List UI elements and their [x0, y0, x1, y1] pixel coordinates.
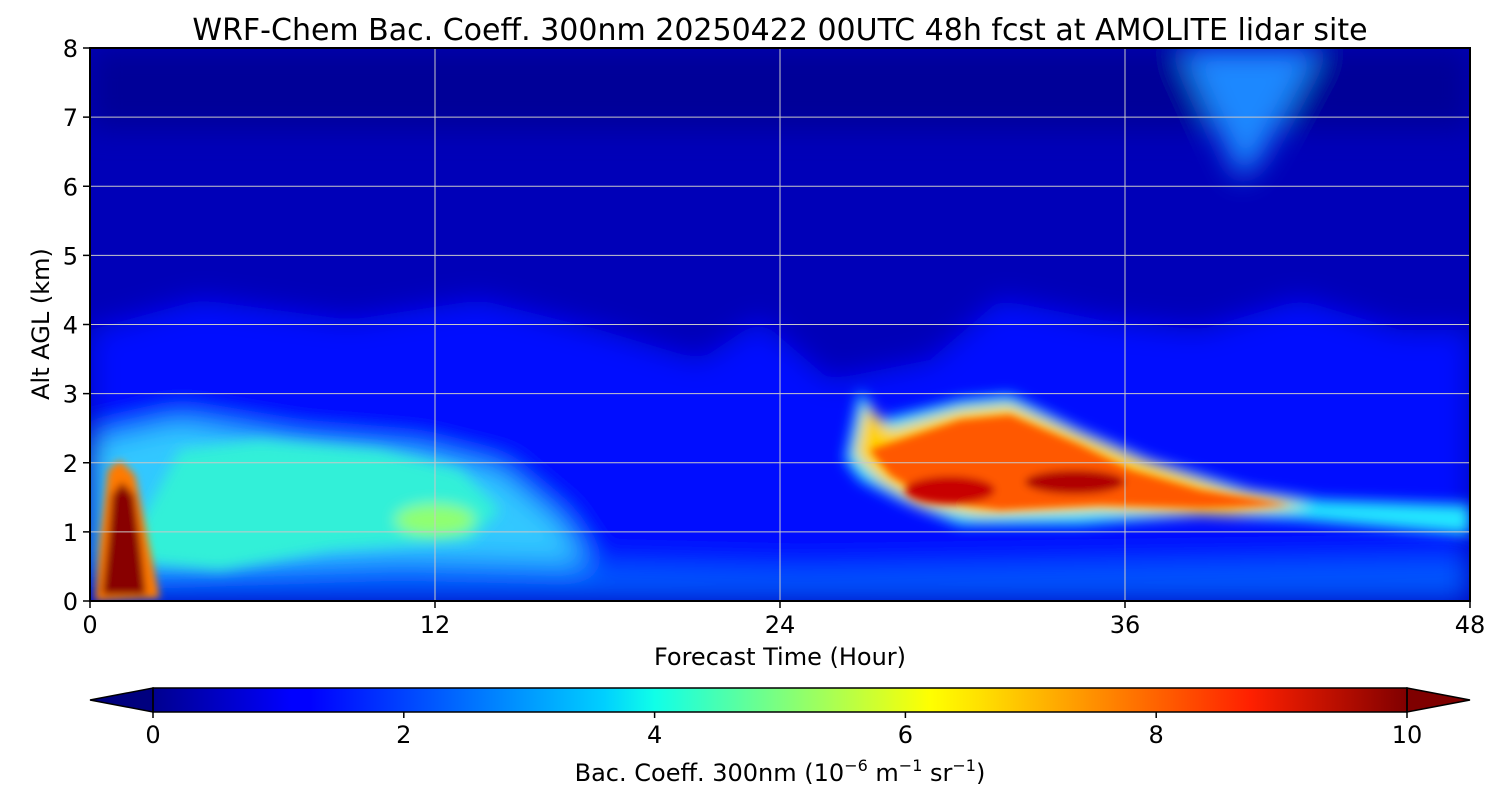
colorbar-tick-label: 4 — [647, 721, 662, 749]
surface-plume-core — [102, 482, 146, 595]
y-tick-label: 0 — [63, 588, 78, 616]
event-core-1 — [905, 476, 995, 504]
x-tick-label: 0 — [82, 611, 97, 639]
colorbar-extend-high — [1406, 687, 1471, 713]
chart-title: WRF-Chem Bac. Coeff. 300nm 20250422 00UT… — [192, 13, 1367, 48]
colorbar-extend-low — [89, 687, 154, 713]
grid — [90, 48, 1470, 601]
x-tick-label: 48 — [1455, 611, 1486, 639]
colorbar-tick-label: 10 — [1392, 721, 1423, 749]
y-tick-label: 3 — [63, 381, 78, 409]
x-axis-label: Forecast Time (Hour) — [654, 643, 906, 671]
colorbar: 0 2 4 6 8 10 Bac. Coeff. 300nm (10−6 m−1 sr−1… — [89, 687, 1471, 787]
y-tick-label: 5 — [63, 242, 78, 270]
x-ticks: 0 12 24 36 48 — [82, 601, 1485, 639]
colorbar-tick-label: 8 — [1149, 721, 1164, 749]
colorbar-body — [153, 688, 1407, 712]
event-core-2 — [1025, 470, 1125, 494]
colorbar-tick-label: 6 — [898, 721, 913, 749]
y-tick-label: 2 — [63, 450, 78, 478]
colorbar-ticks: 0 2 4 6 8 10 — [145, 712, 1422, 749]
y-ticks: 0 1 2 3 4 5 6 7 8 — [63, 35, 90, 616]
y-tick-label: 1 — [63, 519, 78, 547]
colorbar-tick-label: 2 — [396, 721, 411, 749]
colorbar-label: Bac. Coeff. 300nm (10−6 m−1 sr−1) — [575, 756, 986, 787]
colorbar-tick-label: 0 — [145, 721, 160, 749]
x-tick-label: 12 — [420, 611, 451, 639]
y-tick-label: 8 — [63, 35, 78, 63]
y-axis-label: Alt AGL (km) — [27, 248, 55, 400]
y-tick-label: 4 — [63, 312, 78, 340]
upper-light-plume — [1180, 48, 1320, 180]
x-tick-label: 24 — [765, 611, 796, 639]
y-tick-label: 6 — [63, 173, 78, 201]
cyan-layer — [120, 440, 500, 570]
x-tick-label: 36 — [1110, 611, 1141, 639]
y-tick-label: 7 — [63, 104, 78, 132]
